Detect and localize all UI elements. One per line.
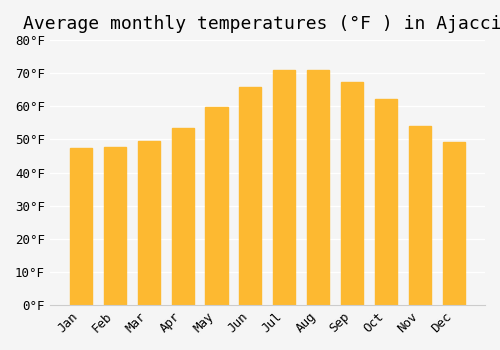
Bar (70, 148, 92, 305)
Title: Average monthly temperatures (°F ) in Ajaccio: Average monthly temperatures (°F ) in Aj… (22, 15, 500, 33)
Bar (308, 70, 330, 305)
Bar (443, 142, 465, 305)
Bar (206, 107, 228, 305)
Bar (409, 126, 432, 305)
Bar (274, 70, 295, 305)
Bar (375, 99, 398, 305)
Bar (104, 147, 126, 305)
Bar (342, 82, 363, 305)
Bar (138, 141, 160, 305)
Bar (240, 87, 262, 305)
Bar (172, 127, 194, 305)
